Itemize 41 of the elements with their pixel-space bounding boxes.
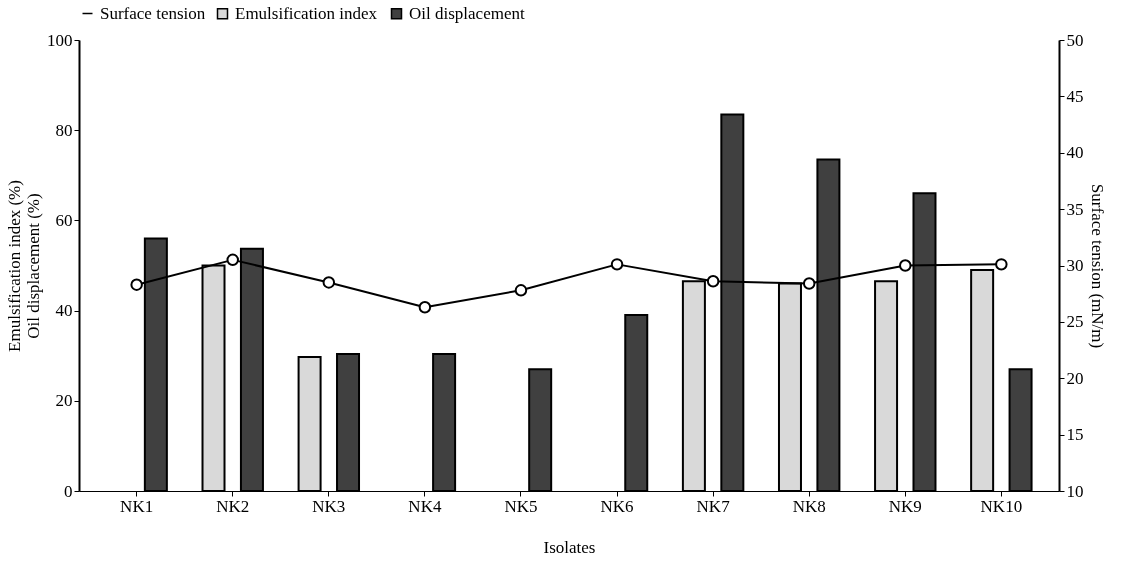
point (995, 258, 1008, 271)
y-tick-label: 60 (55, 210, 73, 230)
x-tick-label: NK6 (600, 496, 634, 516)
y2-axis-title: Surface tension (mN/m) (1087, 183, 1107, 349)
y-tick-label: 20 (55, 391, 73, 411)
y-tick-label: 80 (55, 120, 73, 140)
x-tick-label: NK3 (312, 496, 346, 516)
y-tick-label: 0 (64, 481, 73, 501)
legend-label: Oil displacement (409, 3, 525, 23)
y2-tick-label: 35 (1066, 199, 1084, 219)
point (802, 277, 816, 290)
x-tick-label: NK2 (216, 496, 250, 516)
y2-tick-label: 50 (1066, 30, 1084, 50)
y2-tick-label: 20 (1066, 368, 1084, 388)
x-tick-label: NK10 (980, 496, 1023, 516)
point (418, 300, 432, 314)
y-axis-title: Emulsification index (%) Oil displacement (%) (5, 180, 43, 352)
x-tick-label: NK9 (888, 496, 922, 516)
point (514, 284, 528, 297)
y-tick-label: 100 (47, 30, 73, 50)
y2-tick-label: 15 (1066, 425, 1084, 445)
point (899, 259, 912, 272)
x-axis-title: Isolates (543, 537, 596, 557)
y2-tick-label: 10 (1066, 481, 1084, 501)
x-tick-label: NK7 (696, 496, 731, 516)
legend-label: Emulsification index (235, 3, 378, 23)
x-tick-label: NK1 (120, 496, 154, 516)
point (226, 253, 239, 267)
point (706, 275, 720, 288)
y2-tick-label: 25 (1066, 312, 1084, 332)
point (130, 278, 143, 291)
y2-tick-label: 40 (1066, 143, 1084, 163)
y2-tick-label: 30 (1066, 256, 1084, 275)
point (322, 276, 336, 289)
x-tick-label: NK5 (504, 496, 538, 516)
legend-label: Surface tension (100, 3, 206, 23)
y2-tick-label: 45 (1066, 86, 1084, 106)
x-tick-label: NK4 (408, 496, 442, 516)
point (610, 258, 624, 271)
x-tick-label: NK8 (792, 496, 826, 516)
y-tick-label: 40 (55, 301, 73, 321)
